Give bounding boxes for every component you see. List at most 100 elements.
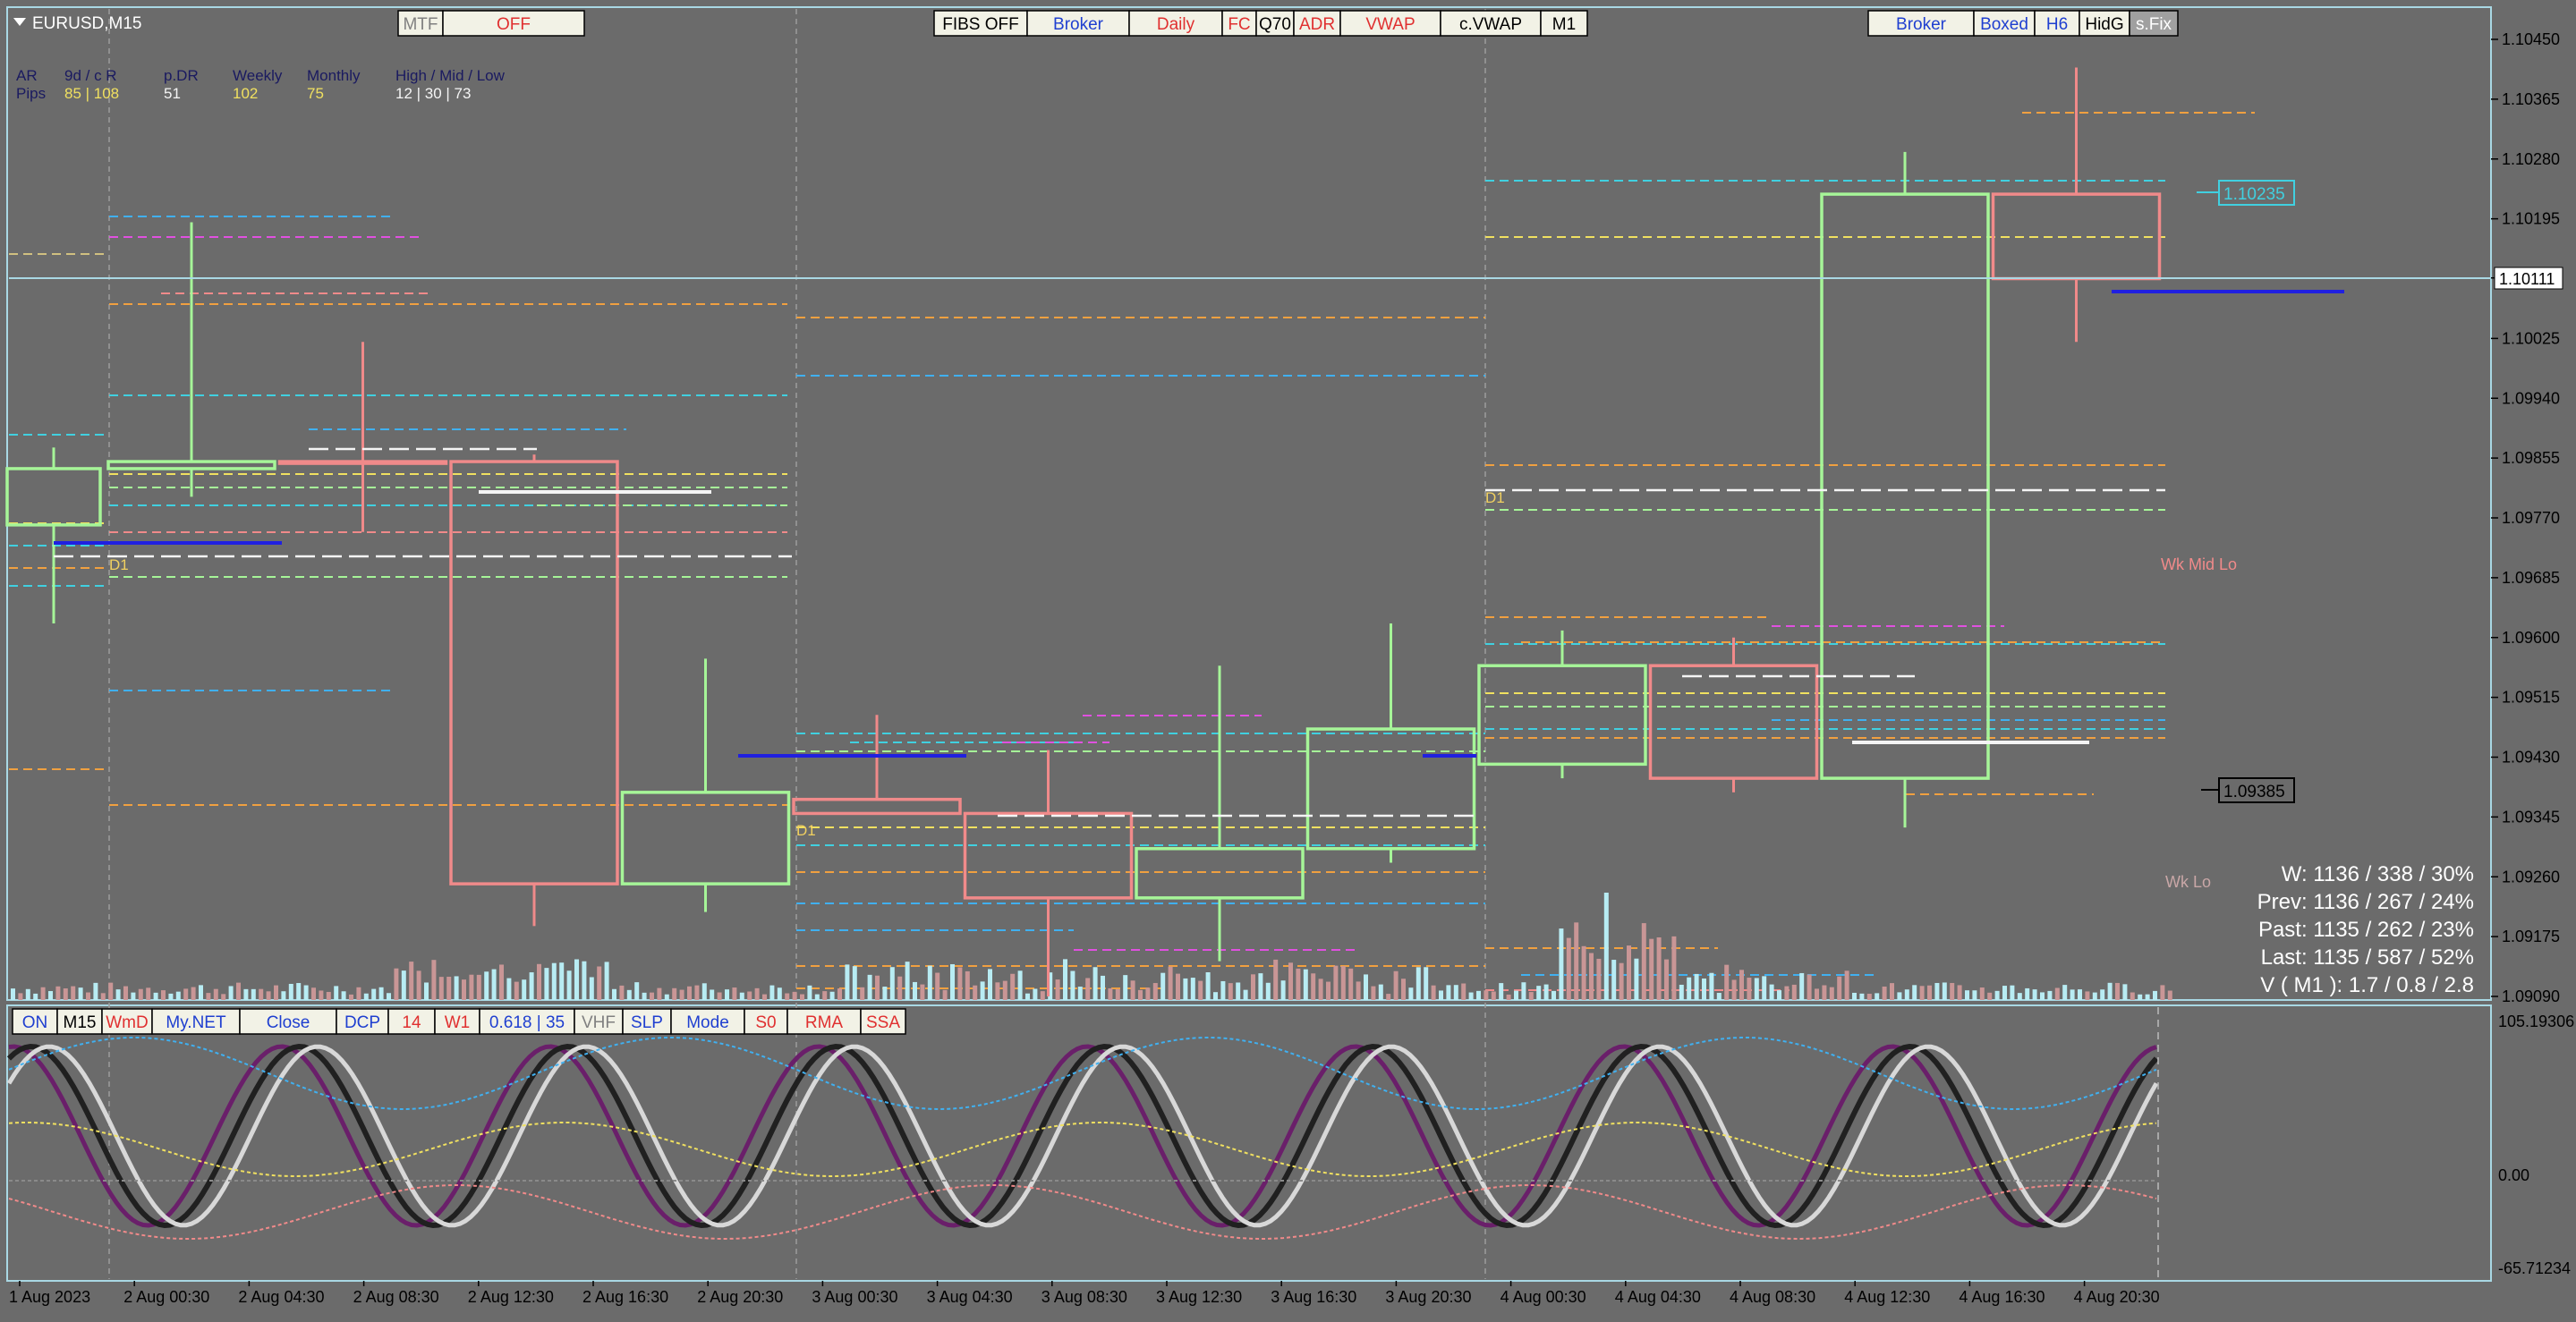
volume-bar [672, 987, 677, 1000]
volume-bar [1491, 991, 1496, 1000]
volume-bar [574, 959, 579, 1000]
toolbar-button-daily[interactable]: Daily [1128, 10, 1223, 37]
volume-bar [604, 962, 609, 1000]
range-stats-box: W: 1136 / 338 / 30% Prev: 1136 / 267 / 2… [2257, 862, 2474, 997]
volume-bar [1912, 985, 1917, 1000]
volume-bar [1183, 978, 1188, 1000]
volume-bar [1265, 982, 1271, 1000]
volume-bar [1176, 973, 1180, 1000]
volume-bar [1822, 985, 1827, 1000]
volume-bar [1123, 975, 1128, 1000]
toolbar-center: FIBS OFF Broker Daily FC Q70 ADR VWAP c.VWAP M1 [933, 10, 1588, 37]
volume-bar [2002, 986, 2007, 1000]
toolbar-button-label: HidG [2085, 15, 2123, 34]
volume-bar [807, 985, 812, 1000]
indicator-button-14[interactable]: 14 [387, 1008, 436, 1035]
toolbar-button-fibs-off[interactable]: FIBS OFF [933, 10, 1028, 37]
indicator-button-dcp[interactable]: DCP [336, 1008, 389, 1035]
indicator-button-mode[interactable]: Mode [670, 1008, 745, 1035]
indicator-button-vhf[interactable]: VHF [574, 1008, 624, 1035]
volume-bar [2160, 985, 2165, 1000]
volume-bar [650, 992, 654, 1000]
volume-bar [965, 970, 970, 1000]
volume-bar [1777, 990, 1781, 1000]
volume-bar [1063, 959, 1067, 1000]
toolbar-button-m1[interactable]: M1 [1540, 10, 1588, 37]
volume-bar [1611, 960, 1617, 1000]
toolbar-button-h6[interactable]: H6 [2034, 10, 2080, 37]
volume-bar [1649, 938, 1654, 1000]
indicator-button-rma[interactable]: RMA [786, 1008, 862, 1035]
indicator-button-s0[interactable]: S0 [744, 1008, 788, 1035]
volume-bar [274, 985, 278, 1000]
volume-bar [942, 989, 948, 1000]
d1-label: D1 [1485, 489, 1505, 506]
volume-bar [371, 988, 377, 1000]
svg-text:Monthly: Monthly [307, 67, 361, 84]
volume-bar [1446, 985, 1451, 1000]
symbol-title[interactable]: EURUSD,M15 [13, 14, 141, 33]
candle [277, 342, 448, 532]
volume-bar [1589, 953, 1594, 1000]
indicator-button-my-net[interactable]: My.NET [151, 1008, 241, 1035]
toolbar-button-s-fix[interactable]: s.Fix [2129, 10, 2179, 37]
volume-bar [251, 988, 256, 1000]
oscillator-black [6, 1043, 2159, 1229]
volume-bar [78, 987, 83, 1000]
indicator-button-0-618-35[interactable]: 0.618 | 35 [479, 1008, 575, 1035]
time-axis: 1 Aug 2023 2 Aug 00:30 2 Aug 04:30 2 Aug 08… [9, 1281, 2160, 1306]
volume-bar [2032, 989, 2037, 1000]
indicator-button-label: SLP [631, 1013, 663, 1032]
indicator-button-wmd[interactable]: WmD [101, 1008, 153, 1035]
indicator-button-slp[interactable]: SLP [622, 1008, 672, 1035]
volume-bar [93, 982, 98, 1000]
indicator-button-close[interactable]: Close [239, 1008, 337, 1035]
toolbar-button-off[interactable]: OFF [442, 10, 585, 37]
volume-bar [988, 969, 992, 1000]
toolbar-button-boxed[interactable]: Boxed [1973, 10, 2036, 37]
volume-bar [2138, 994, 2143, 1000]
volume-bar [1536, 986, 1542, 1000]
volume-bar [2115, 982, 2120, 1000]
toolbar-button-adr[interactable]: ADR [1293, 10, 1341, 37]
indicator-button-w1[interactable]: W1 [434, 1008, 480, 1035]
volume-bar [1942, 982, 1947, 1000]
volume-bar [1296, 968, 1301, 1000]
volume-bar [1228, 983, 1233, 1000]
price-axis-label: 1.09430 [2502, 749, 2560, 767]
svg-text:85 | 108: 85 | 108 [64, 85, 119, 102]
toolbar-button-broker[interactable]: Broker [1867, 10, 1975, 37]
toolbar-button-vwap[interactable]: VWAP [1339, 10, 1441, 37]
indicator-button-on[interactable]: ON [12, 1008, 58, 1035]
toolbar-button-mtf[interactable]: MTF [397, 10, 444, 37]
volume-bar [1077, 987, 1083, 1000]
volume-bar [168, 993, 174, 1000]
volume-bar [1799, 972, 1805, 1000]
indicator-button-ssa[interactable]: SSA [860, 1008, 906, 1035]
volume-bar [626, 989, 632, 1000]
indicator-button-m15[interactable]: M15 [56, 1008, 103, 1035]
toolbar-button-broker[interactable]: Broker [1026, 10, 1130, 37]
volume-bar [529, 972, 534, 1000]
volume-bar [777, 987, 782, 1000]
price-axis-label: 1.09600 [2502, 629, 2560, 647]
volume-bar [2145, 994, 2150, 1000]
indicator-button-label: 0.618 | 35 [489, 1013, 565, 1032]
toolbar-left: MTF OFF [397, 10, 585, 37]
toolbar-button-fc[interactable]: FC [1221, 10, 1257, 37]
lower-price-tag-text: 1.09385 [2223, 783, 2285, 801]
d1-label: D1 [796, 822, 816, 839]
svg-text:-65.71234: -65.71234 [2498, 1259, 2571, 1277]
oscillator-band [8, 1037, 2157, 1111]
toolbar-button-label: ADR [1299, 15, 1335, 34]
volume-bar [469, 974, 474, 1000]
toolbar-button-hidg[interactable]: HidG [2079, 10, 2130, 37]
oscillator-lines [6, 1037, 2159, 1241]
toolbar-button-q70[interactable]: Q70 [1255, 10, 1295, 37]
volume-bar [1213, 992, 1218, 1000]
price-axis-label: 1.09260 [2502, 868, 2560, 886]
toolbar-button-c-vwap[interactable]: c.VWAP [1440, 10, 1542, 37]
chevron-down-icon[interactable] [13, 18, 26, 26]
volume-bar [1934, 982, 1940, 1000]
